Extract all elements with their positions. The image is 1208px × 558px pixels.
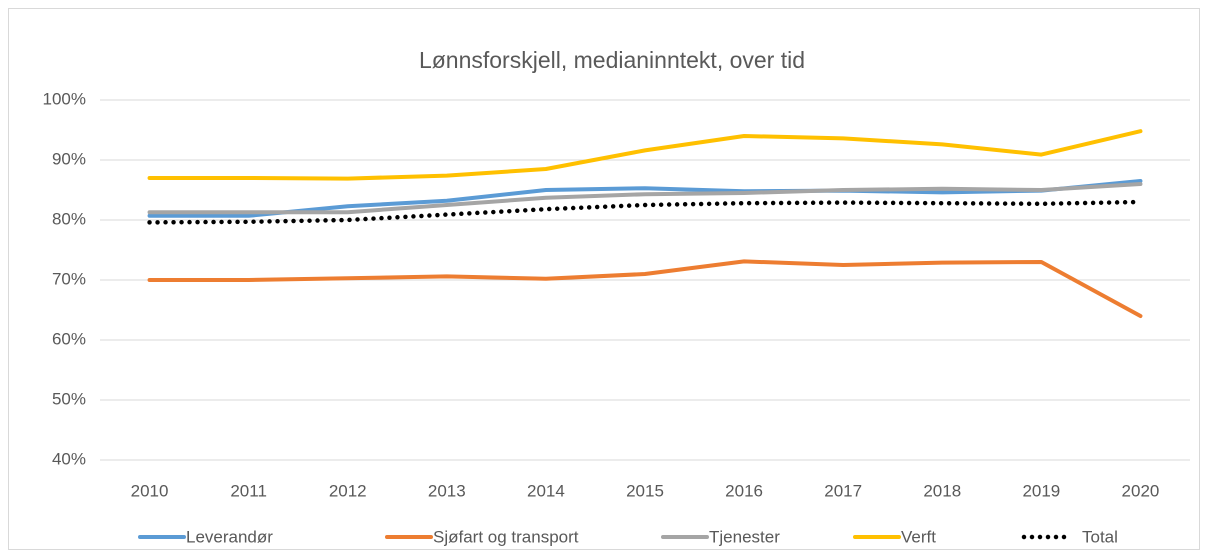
y-tick-label: 100%	[43, 89, 86, 108]
x-tick-label: 2020	[1122, 481, 1160, 500]
series-line	[147, 182, 1143, 215]
series-line	[147, 179, 1143, 218]
legend-label: Leverandør	[186, 527, 273, 546]
x-tick-label: 2018	[923, 481, 961, 500]
y-tick-label: 60%	[52, 329, 86, 348]
series-line	[147, 259, 1143, 318]
series-line	[147, 199, 1143, 225]
legend-label: Sjøfart og transport	[433, 527, 579, 546]
x-tick-label: 2017	[824, 481, 862, 500]
y-tick-label: 50%	[52, 389, 86, 408]
x-tick-label: 2012	[329, 481, 367, 500]
y-tick-label: 80%	[52, 209, 86, 228]
legend-label: Tjenester	[709, 527, 780, 546]
x-tick-label: 2019	[1022, 481, 1060, 500]
x-tick-label: 2014	[527, 481, 565, 500]
x-tick-label: 2015	[626, 481, 664, 500]
series-line	[147, 129, 1143, 181]
legend-label: Total	[1082, 527, 1118, 546]
y-tick-label: 40%	[52, 449, 86, 468]
x-tick-label: 2013	[428, 481, 466, 500]
y-tick-label: 70%	[52, 269, 86, 288]
x-tick-label: 2011	[230, 481, 267, 500]
y-tick-label: 90%	[52, 149, 86, 168]
x-tick-label: 2016	[725, 481, 763, 500]
x-tick-label: 2010	[131, 481, 169, 500]
legend-label: Verft	[901, 527, 936, 546]
chart-title: Lønnsforskjell, medianinntekt, over tid	[419, 47, 805, 73]
